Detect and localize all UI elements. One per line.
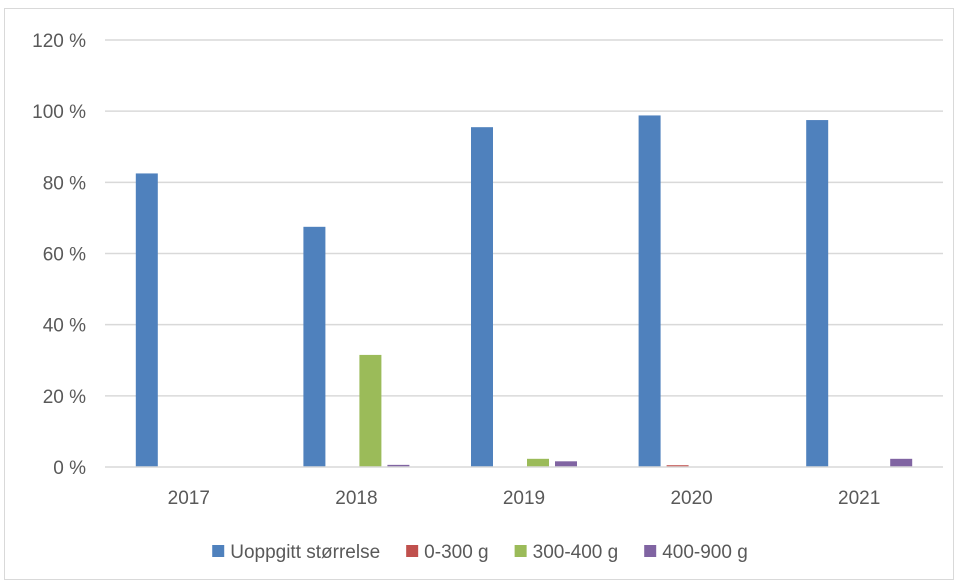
y-axis-ticks: 0 % 20 % 40 % 60 % 80 % 100 % 120 % bbox=[32, 31, 86, 479]
x-axis-ticks: 2017 2018 2019 2020 2021 bbox=[168, 488, 881, 509]
legend-swatch bbox=[406, 545, 419, 557]
x-tick-label: 2021 bbox=[838, 488, 880, 509]
legend-label: Uoppgitt størrelse bbox=[230, 542, 380, 563]
bar-uoppgitt-st-rrelse-2017 bbox=[135, 173, 158, 467]
y-tick-label: 100 % bbox=[32, 102, 86, 123]
y-tick-label: 20 % bbox=[43, 387, 86, 408]
x-tick-label: 2018 bbox=[335, 488, 377, 509]
bar-400-900-g-2021 bbox=[890, 458, 913, 467]
bars bbox=[135, 115, 913, 467]
legend-swatch bbox=[644, 545, 657, 557]
bar-uoppgitt-st-rrelse-2019 bbox=[471, 127, 493, 467]
y-tick-label: 0 % bbox=[53, 458, 86, 479]
x-tick-label: 2019 bbox=[503, 488, 545, 509]
bar-uoppgitt-st-rrelse-2018 bbox=[303, 226, 326, 467]
bar-300-400-g-2018 bbox=[359, 354, 382, 467]
bar-uoppgitt-st-rrelse-2021 bbox=[806, 120, 829, 467]
bar-uoppgitt-st-rrelse-2020 bbox=[638, 115, 661, 467]
legend: Uoppgitt størrelse 0-300 g 300-400 g 400-90… bbox=[212, 542, 748, 563]
y-tick-label: 120 % bbox=[32, 31, 86, 52]
legend-label: 0-300 g bbox=[424, 542, 488, 563]
y-tick-label: 80 % bbox=[43, 173, 86, 194]
x-tick-label: 2017 bbox=[168, 488, 210, 509]
gridlines bbox=[105, 39, 943, 397]
y-tick-label: 40 % bbox=[43, 316, 86, 337]
bar-0-300-g-2020 bbox=[666, 465, 689, 467]
bar-400-900-g-2019 bbox=[555, 461, 577, 467]
y-tick-label: 60 % bbox=[43, 245, 86, 266]
legend-swatch bbox=[514, 545, 527, 557]
legend-label: 300-400 g bbox=[533, 542, 619, 563]
bar-300-400-g-2019 bbox=[527, 458, 549, 467]
x-tick-label: 2020 bbox=[670, 488, 712, 509]
legend-label: 400-900 g bbox=[662, 542, 748, 563]
legend-swatch bbox=[212, 545, 225, 557]
bar-400-900-g-2018 bbox=[387, 464, 410, 467]
